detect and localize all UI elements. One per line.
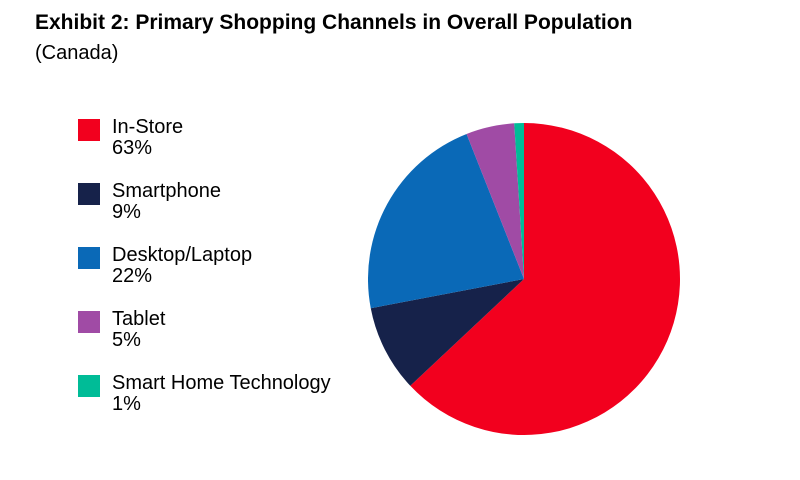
- pie-slice-tablet: [466, 123, 524, 279]
- legend-swatch-in-store: [78, 119, 100, 141]
- pie-slice-in-store: [410, 123, 680, 435]
- chart-title-main: Exhibit 2: Primary Shopping Channels in …: [35, 11, 633, 34]
- legend-value: 9%: [112, 201, 141, 223]
- chart-title: Exhibit 2: Primary Shopping Channels in …: [35, 8, 685, 68]
- pie-slice-smart-home-technology: [514, 123, 524, 279]
- legend-label: In-Store: [112, 116, 184, 138]
- pie-slice-smartphone: [370, 279, 524, 386]
- legend-value: 5%: [112, 329, 141, 351]
- legend-item-smartphone: Smartphone 9%: [78, 181, 331, 223]
- legend-swatch-tablet: [78, 311, 100, 333]
- legend-item-smart-home-technology: Smart Home Technology 1%: [78, 373, 331, 415]
- legend-label: Tablet: [112, 308, 166, 330]
- legend-item-tablet: Tablet 5%: [78, 309, 331, 351]
- legend-item-desktop-laptop: Desktop/Laptop 22%: [78, 245, 331, 287]
- legend-label: Desktop/Laptop: [112, 244, 253, 266]
- legend-label: Smartphone: [112, 180, 221, 202]
- legend-swatch-smart-home-technology: [78, 375, 100, 397]
- legend-value: 22%: [112, 265, 153, 287]
- legend: In-Store 63% Smartphone 9% Desktop/Laptop 22%…: [78, 117, 331, 437]
- legend-item-in-store: In-Store 63%: [78, 117, 331, 159]
- chart-title-note: (Canada): [35, 42, 119, 64]
- pie-chart: [368, 123, 680, 435]
- pie-slice-desktop-laptop: [368, 133, 524, 309]
- legend-value: 63%: [112, 137, 153, 159]
- legend-value: 1%: [112, 393, 141, 415]
- legend-swatch-desktop-laptop: [78, 247, 100, 269]
- legend-label: Smart Home Technology: [112, 372, 331, 394]
- legend-swatch-smartphone: [78, 183, 100, 205]
